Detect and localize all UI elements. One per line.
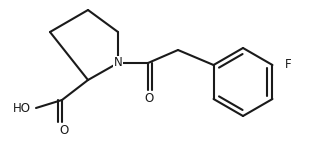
Text: O: O [144,92,154,106]
Text: F: F [284,58,291,72]
Text: N: N [114,56,122,70]
Text: O: O [59,124,69,137]
Text: HO: HO [13,102,31,114]
